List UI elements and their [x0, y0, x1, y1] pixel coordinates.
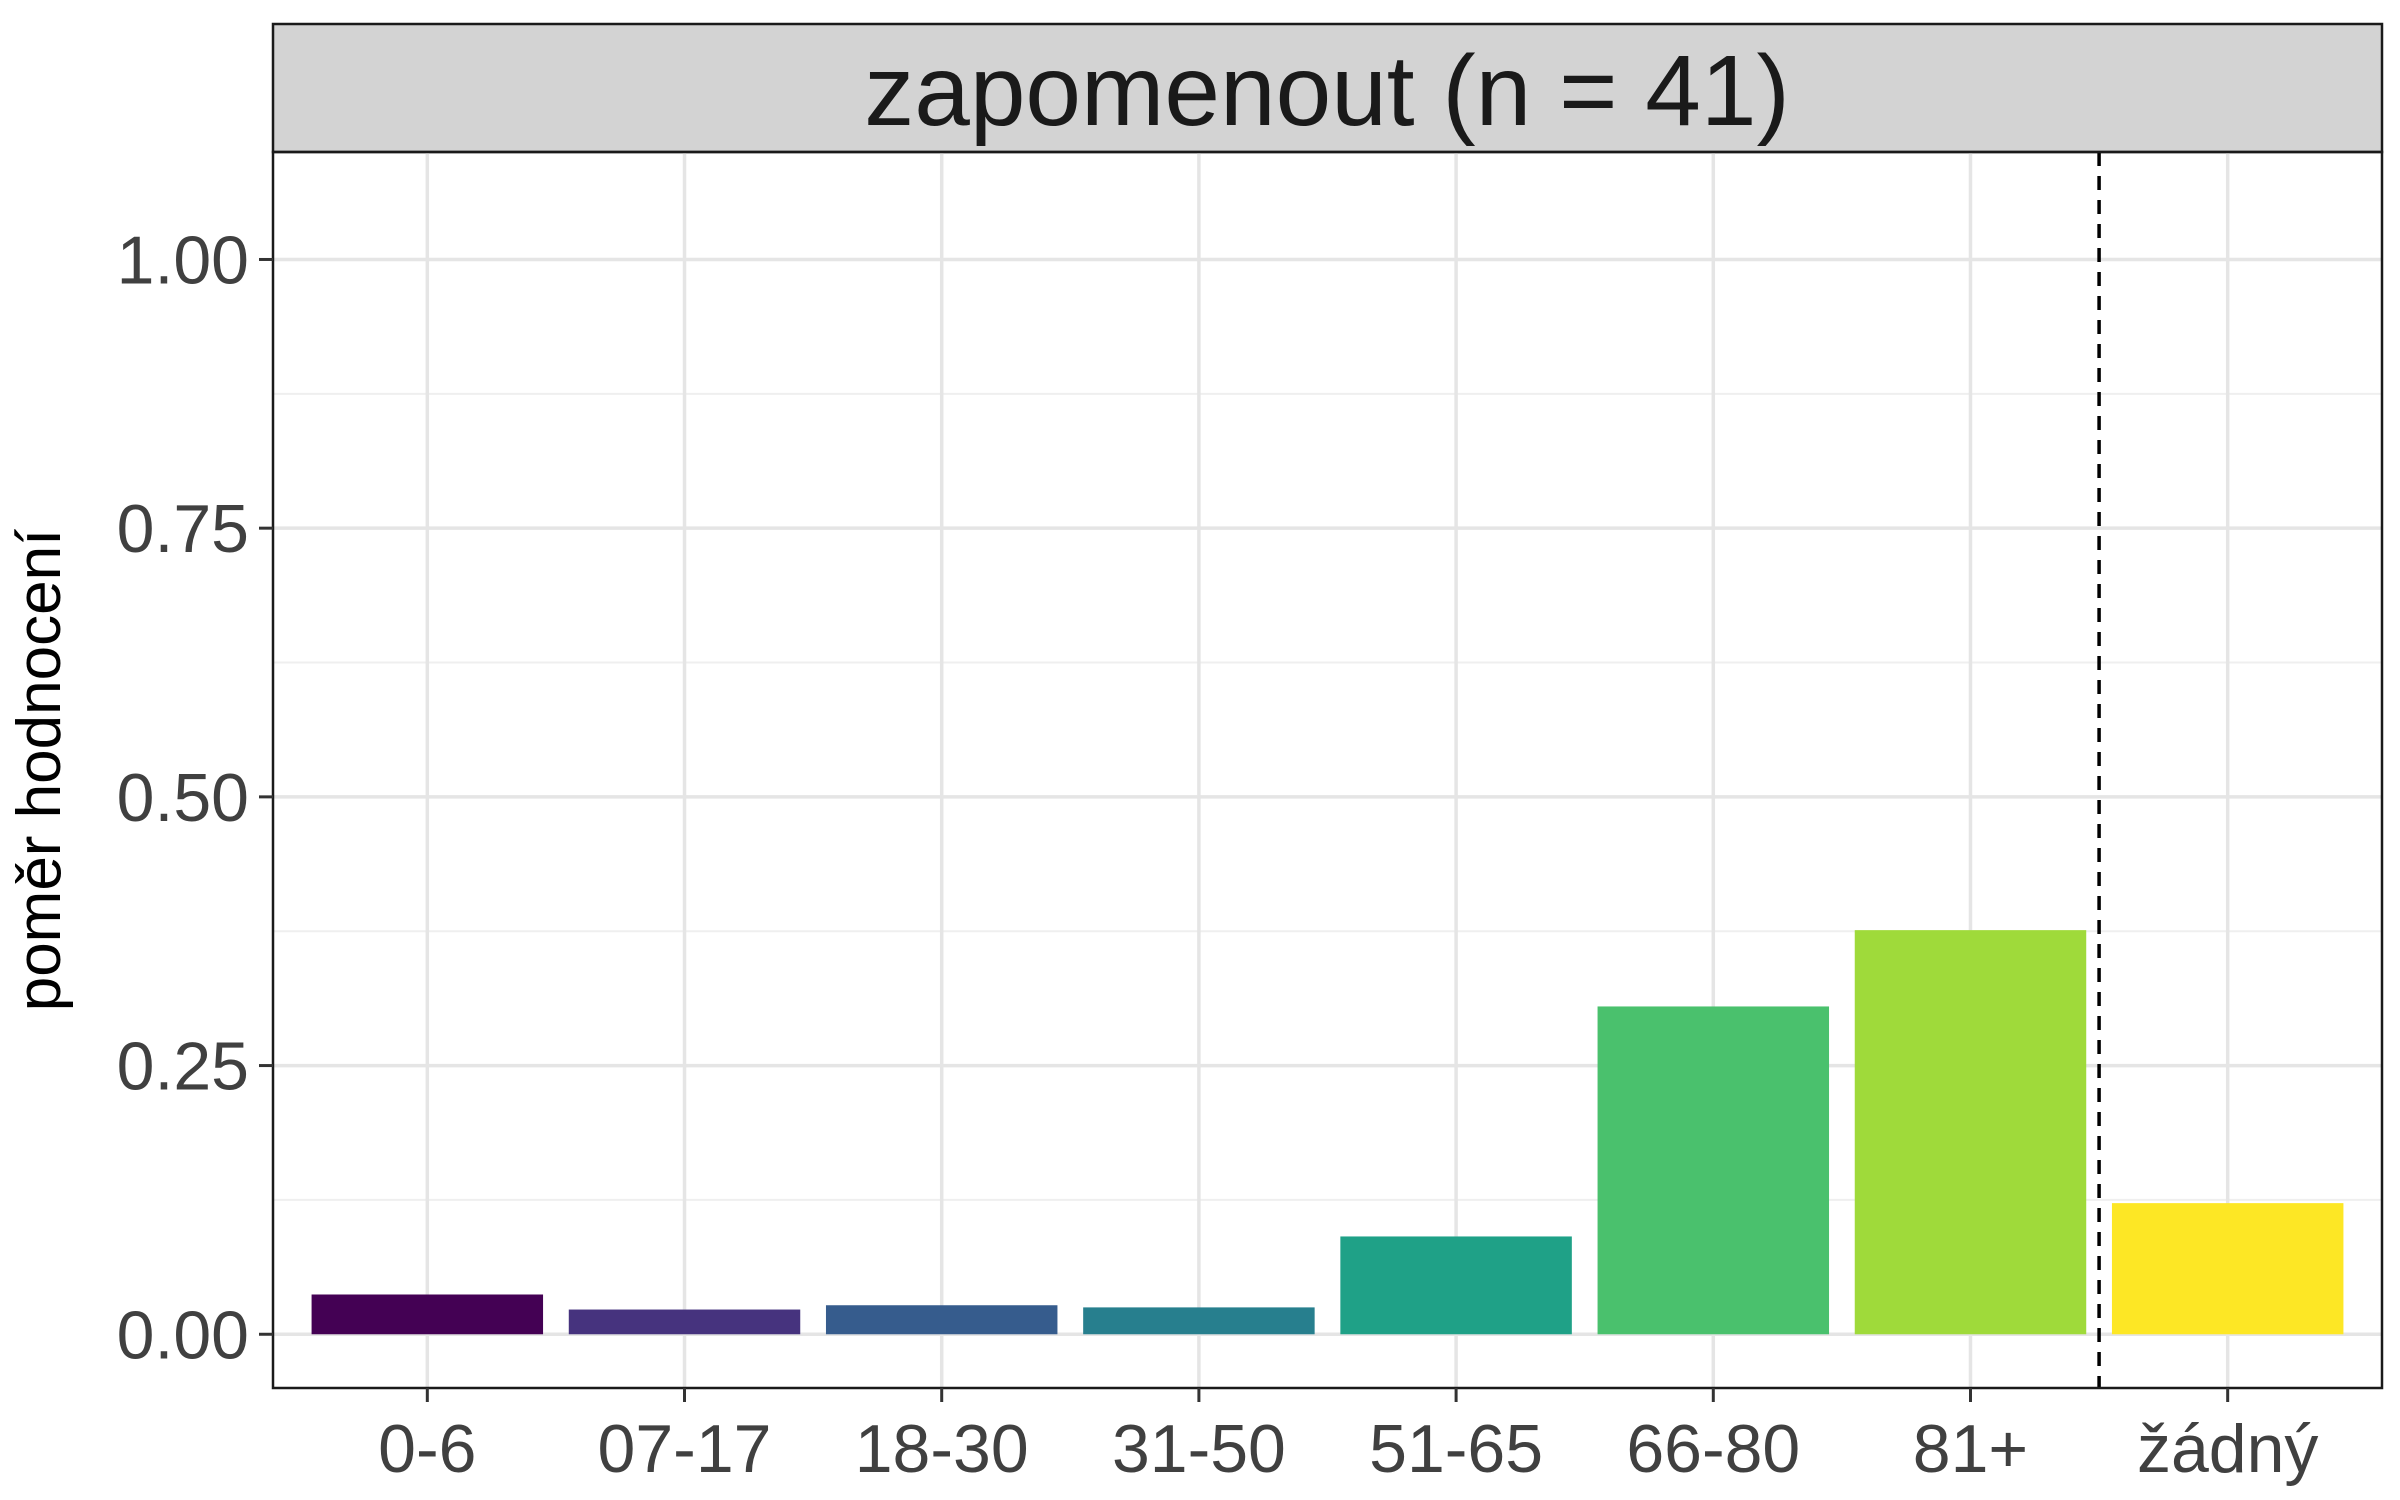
x-tick-label: 51-65 — [1369, 1411, 1543, 1487]
panel-border — [271, 150, 2384, 1390]
x-tick-label: žádný — [2137, 1411, 2318, 1487]
y-tick-label: 0.50 — [117, 760, 249, 836]
x-tick-label: 0-6 — [378, 1411, 476, 1487]
x-tick-label: 18-30 — [855, 1411, 1029, 1487]
bar-51-65 — [1340, 1236, 1572, 1335]
x-axis: 0-6 07-17 18-30 31-50 51-65 66-80 81+ žádný — [378, 1388, 2318, 1487]
y-axis-title: poměr hodnocení — [5, 529, 74, 1012]
bar-18-30 — [825, 1305, 1058, 1335]
bar-0-6 — [311, 1294, 544, 1335]
facet-strip: zapomenout (n = 41) — [271, 22, 2384, 154]
bar-81+ — [1854, 930, 2087, 1335]
bar-66-80 — [1597, 1006, 1830, 1335]
y-tick-label: 0.25 — [117, 1029, 249, 1105]
y-axis: 0.00 0.25 0.50 0.75 1.00 — [117, 222, 273, 1373]
chart-title: zapomenout (n = 41) — [864, 35, 1790, 147]
y-tick-label: 0.75 — [117, 491, 249, 567]
y-tick-label: 0.00 — [117, 1297, 249, 1373]
x-tick-label: 31-50 — [1112, 1411, 1286, 1487]
x-tick-label: 81+ — [1913, 1411, 2028, 1487]
x-tick-label: 66-80 — [1626, 1411, 1800, 1487]
bars — [311, 930, 2344, 1335]
bar-žádný — [2111, 1203, 2344, 1335]
x-tick-label: 07-17 — [598, 1411, 772, 1487]
y-tick-label: 1.00 — [117, 222, 249, 298]
facet-strip-background — [271, 22, 2384, 154]
bar-31-50 — [1083, 1307, 1315, 1335]
bar-07-17 — [568, 1309, 801, 1335]
